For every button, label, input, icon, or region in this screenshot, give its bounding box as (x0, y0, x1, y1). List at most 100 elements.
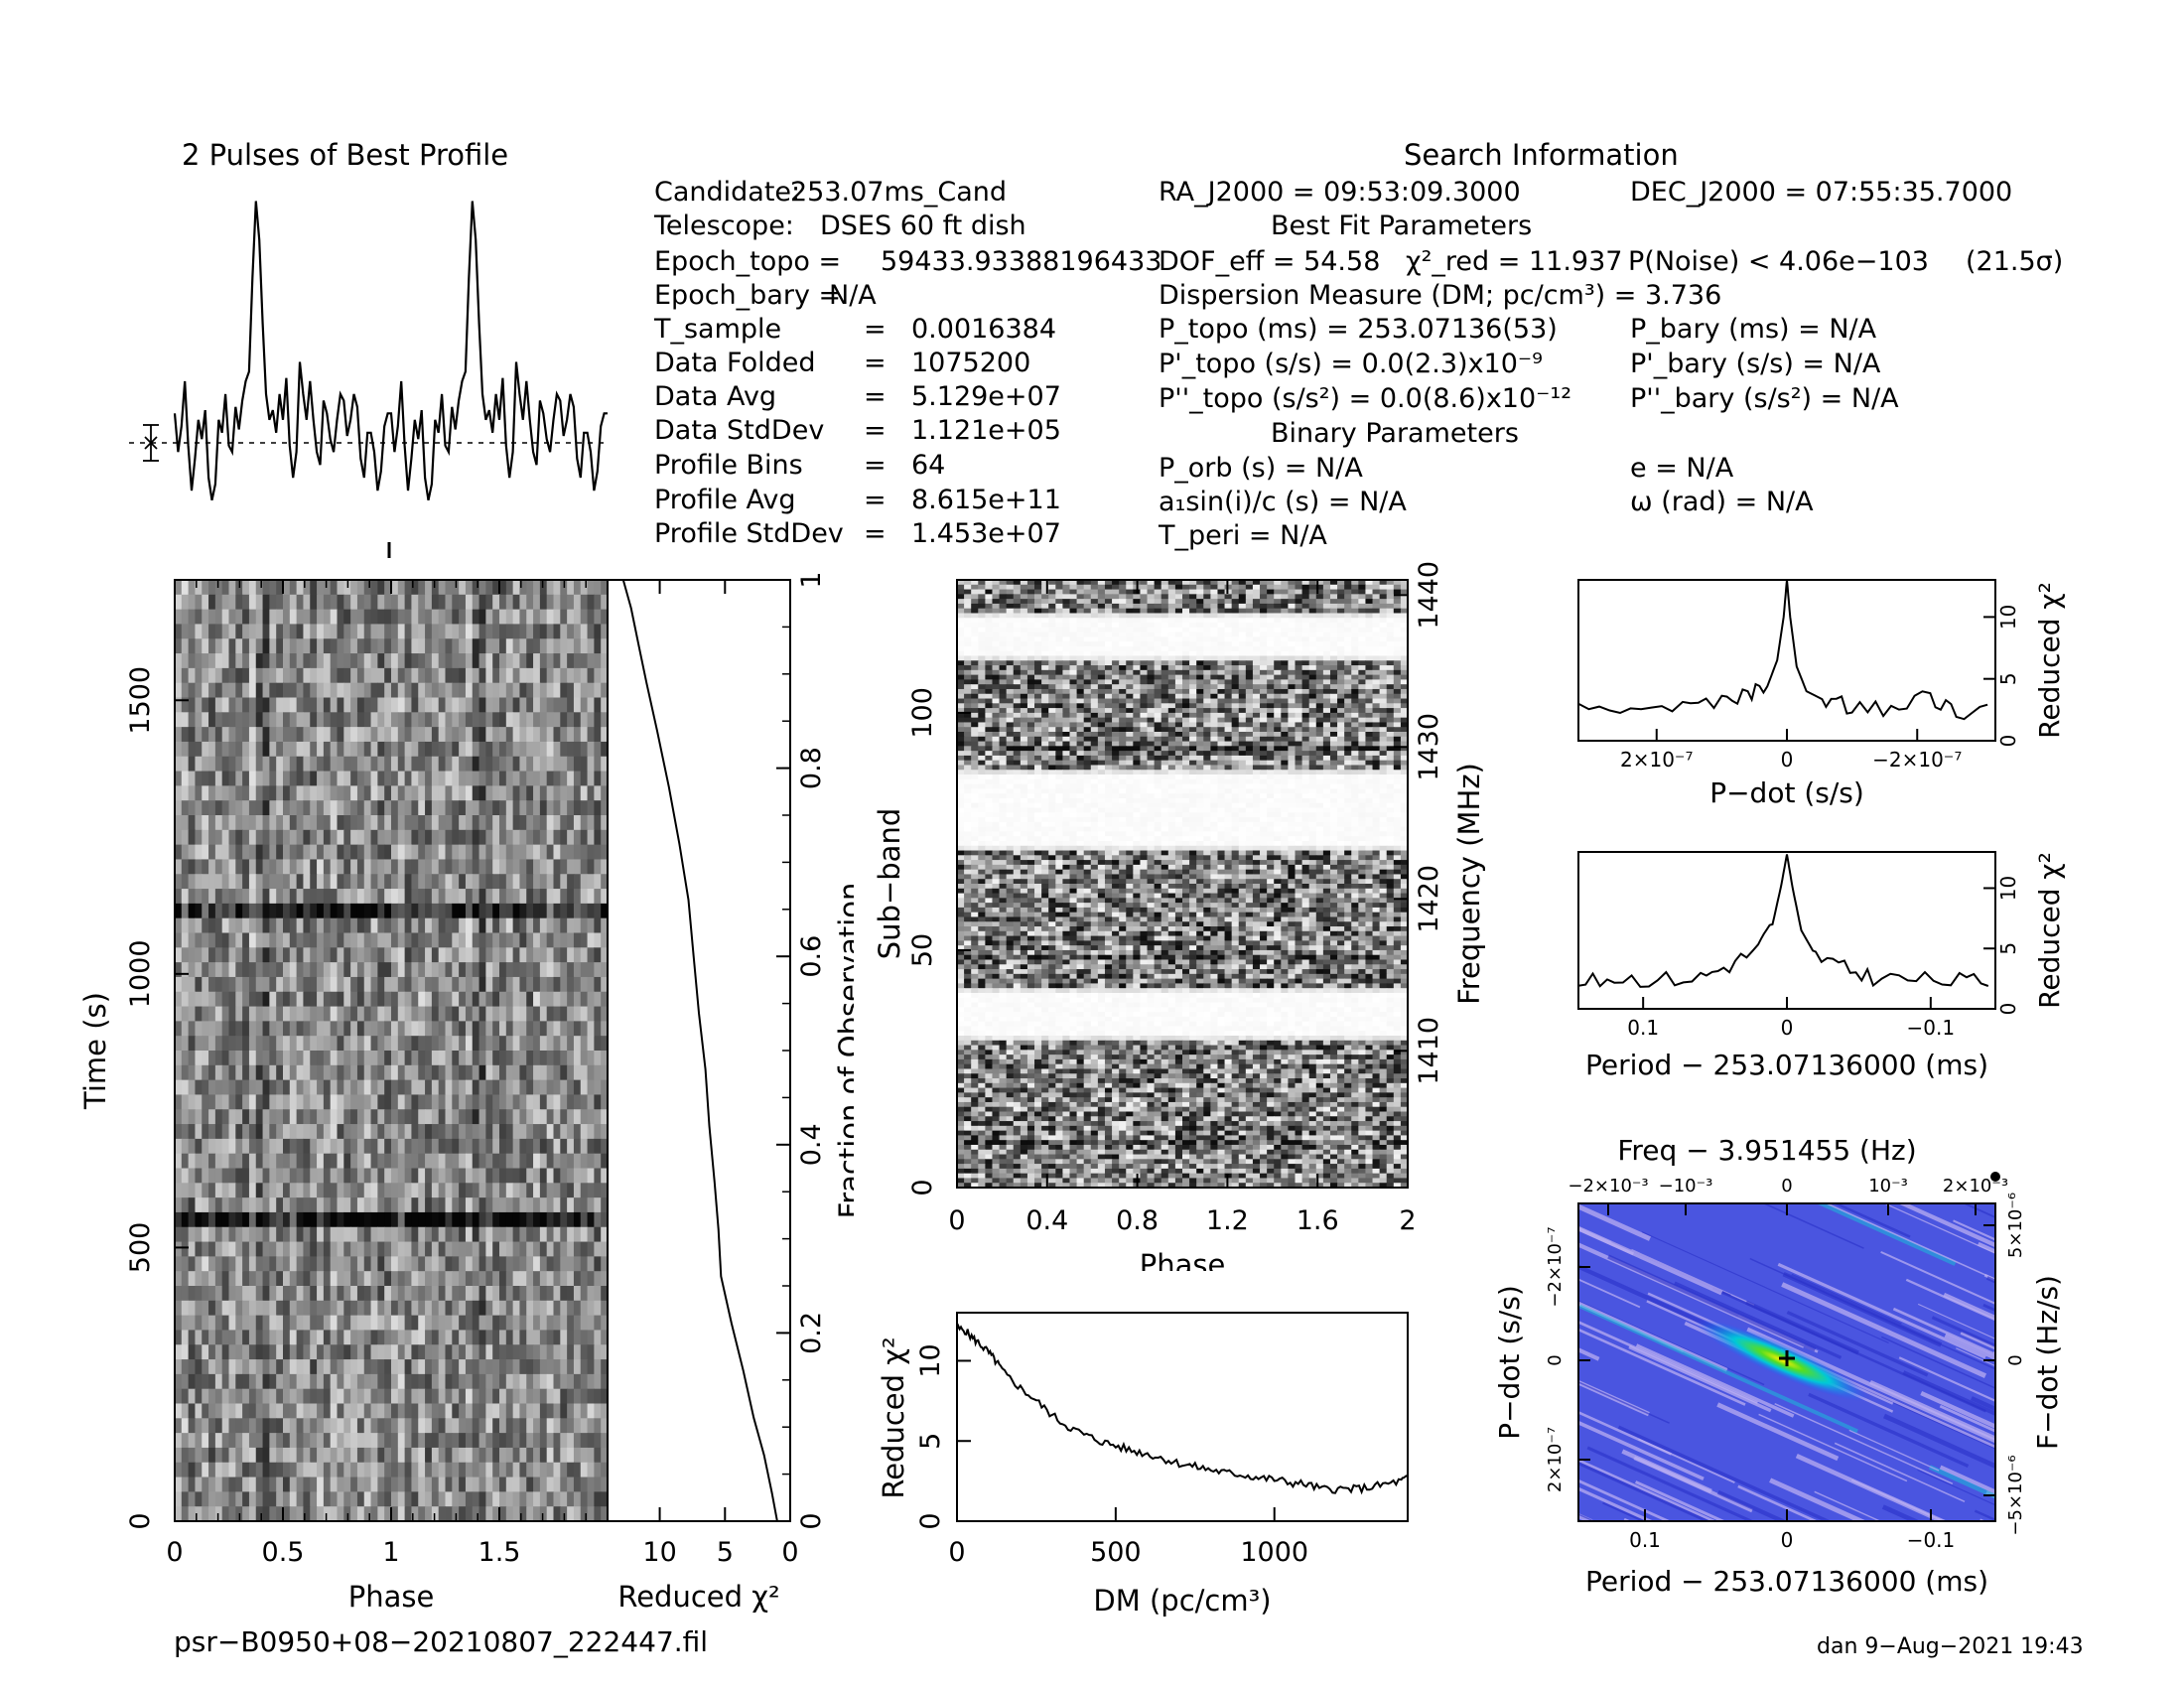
heatmap-cell (1260, 580, 1268, 586)
heatmap-cell (343, 609, 351, 626)
heatmap-cell (971, 613, 979, 619)
heatmap-cell (330, 1330, 339, 1345)
error-bar-icon (143, 424, 159, 462)
heatmap-cell (964, 589, 972, 595)
heatmap-cell (957, 589, 965, 595)
heatmap-cell (1301, 613, 1310, 619)
heatmap-cell (485, 1373, 493, 1390)
heatmap-cell (425, 756, 433, 773)
heatmap-cell (594, 1021, 602, 1037)
heatmap-cell (1112, 608, 1120, 615)
heatmap-cell (343, 1064, 351, 1081)
heatmap-cell (459, 624, 467, 639)
heatmap-cell (431, 1226, 440, 1243)
heatmap-cell (384, 1006, 392, 1022)
heatmap-cell (296, 1359, 305, 1375)
heatmap-cell (1252, 603, 1261, 610)
heatmap-cell (533, 1418, 541, 1434)
heatmap-cell (317, 1286, 325, 1302)
heatmap-cell (242, 859, 250, 875)
heatmap-cell (221, 976, 230, 993)
heatmap-cell (317, 1330, 325, 1345)
heatmap-cell (1245, 603, 1254, 610)
heatmap-cell (370, 1359, 378, 1375)
heatmap-cell (221, 1388, 230, 1405)
heatmap-cell (208, 1418, 216, 1434)
heatmap-cell (999, 608, 1008, 615)
heatmap-cell (350, 947, 358, 963)
info-equals: = (864, 415, 887, 446)
heatmap-cell (188, 682, 197, 699)
heatmap-cell (248, 1109, 257, 1125)
heatmap-cell (492, 1286, 500, 1302)
heatmap-cell (276, 785, 284, 801)
heatmap-cell (567, 844, 575, 861)
heatmap-cell (1267, 627, 1275, 633)
heatmap-cell (404, 741, 413, 758)
heatmap-cell (418, 1359, 426, 1375)
heatmap-cell (431, 962, 440, 978)
heatmap-cell (573, 682, 582, 699)
heatmap-cell (255, 1373, 264, 1390)
heatmap-cell (221, 1359, 230, 1375)
heatmap-cell (289, 580, 298, 596)
heatmap-cell (587, 1036, 595, 1052)
heatmap-cell (478, 682, 486, 699)
heatmap-cell (492, 667, 500, 684)
heatmap-cell (317, 638, 325, 654)
heatmap-cell (533, 1138, 541, 1155)
heatmap-cell (175, 917, 183, 934)
heatmap-cell (323, 609, 332, 626)
heatmap-cell (478, 1359, 486, 1375)
heatmap-cell (580, 1433, 589, 1449)
heatmap-cell (1154, 594, 1162, 600)
heatmap-cell (310, 1491, 318, 1507)
heatmap-cell (303, 1064, 311, 1081)
heatmap-cell (533, 727, 541, 743)
heatmap-cell (546, 771, 555, 786)
heatmap-cell (262, 771, 270, 786)
heatmap-cell (438, 932, 447, 948)
heatmap-cell (208, 815, 216, 831)
heatmap-cell (431, 609, 440, 626)
heatmap-cell (248, 1462, 257, 1478)
heatmap-cell (337, 1211, 344, 1228)
heatmap-cell (452, 653, 460, 669)
heatmap-cell (553, 580, 561, 596)
heatmap-cell (505, 991, 514, 1008)
heatmap-cell (505, 1079, 514, 1096)
heatmap-cell (303, 1506, 311, 1522)
heatmap-cell (283, 1388, 291, 1405)
heatmap-cell (1048, 623, 1056, 629)
heatmap-cell (330, 1388, 339, 1405)
heatmap-cell (195, 609, 203, 626)
ecc-value: e = N/A (1630, 453, 1734, 484)
heatmap-cell (195, 991, 203, 1008)
heatmap-cell (1217, 613, 1226, 619)
heatmap-cell (317, 741, 325, 758)
heatmap-cell (242, 1315, 250, 1332)
heatmap-cell (350, 1051, 358, 1066)
heatmap-cell (404, 1271, 413, 1287)
heatmap-cell (248, 1271, 257, 1287)
heatmap-cell (478, 947, 486, 963)
heatmap-cell (431, 932, 440, 948)
heatmap-cell (248, 1006, 257, 1022)
heatmap-cell (370, 1418, 378, 1434)
heatmap-cell (478, 859, 486, 875)
heatmap-cell (459, 1051, 467, 1066)
heatmap-cell (175, 844, 183, 861)
heatmap-cell (512, 609, 521, 626)
heatmap-cell (553, 653, 561, 669)
heatmap-cell (296, 580, 305, 596)
heatmap-cell (384, 1036, 392, 1052)
heatmap-cell (188, 1021, 197, 1037)
heatmap-cell (242, 741, 250, 758)
heatmap-cell (519, 1271, 527, 1287)
heatmap-cell (269, 1153, 277, 1170)
heatmap-cell (235, 1168, 243, 1184)
heatmap-cell (1358, 580, 1367, 586)
heatmap-cell (404, 1477, 413, 1492)
heatmap-cell (1196, 608, 1204, 615)
heatmap-cell (235, 1433, 243, 1449)
